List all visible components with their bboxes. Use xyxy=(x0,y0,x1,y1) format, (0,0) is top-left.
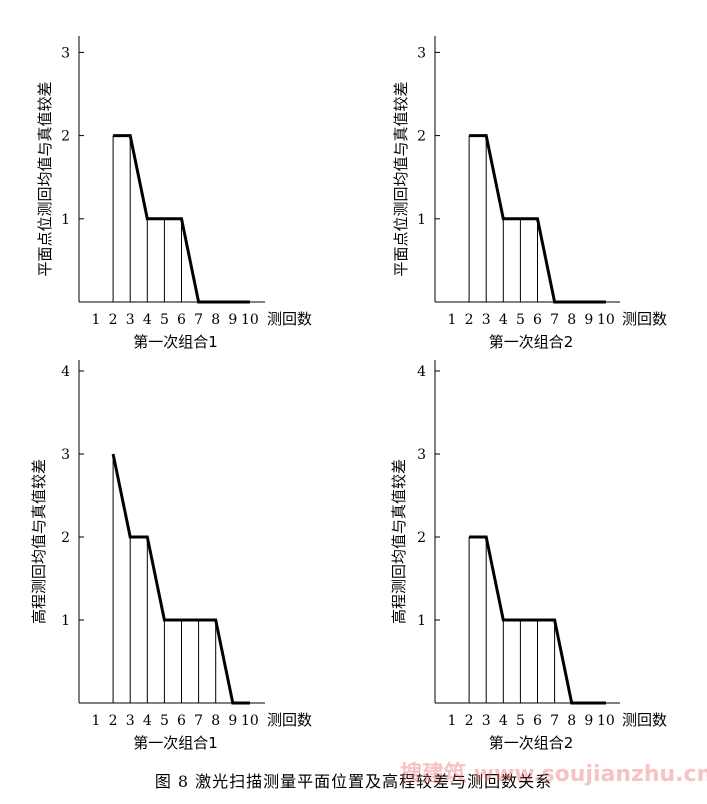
x-tick-label: 10 xyxy=(597,713,615,729)
x-axis-label: 测回数 xyxy=(267,711,312,729)
x-tick-label: 7 xyxy=(550,312,559,328)
x-axis-label: 测回数 xyxy=(267,310,312,328)
y-tick-label: 3 xyxy=(417,45,426,61)
x-tick-label: 2 xyxy=(465,713,474,729)
y-axis-label: 高程测回均值与真值较差 xyxy=(390,459,408,624)
chart-subtitle: 第一次组合1 xyxy=(133,734,218,752)
y-tick-label: 3 xyxy=(417,447,426,463)
y-tick-label: 1 xyxy=(417,613,426,629)
x-tick-label: 9 xyxy=(584,713,593,729)
chart-subtitle: 第一次组合2 xyxy=(489,333,574,351)
watermark: 搜建筑 www.soujianzhu.cn xyxy=(400,762,707,787)
x-tick-label: 6 xyxy=(177,713,186,729)
x-tick-label: 7 xyxy=(550,713,559,729)
x-tick-label: 6 xyxy=(177,312,186,328)
y-tick-label: 1 xyxy=(61,613,70,629)
x-tick-label: 4 xyxy=(143,713,152,729)
x-axis-label: 测回数 xyxy=(622,310,667,328)
x-tick-label: 8 xyxy=(567,713,576,729)
x-tick-label: 1 xyxy=(92,713,101,729)
x-tick-label: 7 xyxy=(194,312,203,328)
y-tick-label: 2 xyxy=(61,129,70,145)
x-tick-label: 10 xyxy=(597,312,615,328)
chart-subtitle: 第一次组合1 xyxy=(133,333,218,351)
series-line xyxy=(469,535,606,705)
series-line xyxy=(113,134,250,304)
x-tick-label: 2 xyxy=(109,312,118,328)
y-tick-label: 3 xyxy=(61,447,70,463)
y-tick-label: 2 xyxy=(417,129,426,145)
y-tick-label: 2 xyxy=(61,530,70,546)
x-tick-label: 8 xyxy=(567,312,576,328)
x-axis-label: 测回数 xyxy=(622,711,667,729)
x-tick-label: 1 xyxy=(448,713,457,729)
x-tick-label: 5 xyxy=(160,312,169,328)
x-tick-label: 5 xyxy=(516,713,525,729)
y-axis-label: 平面点位测回均值与真值较差 xyxy=(36,81,54,276)
x-tick-label: 5 xyxy=(160,713,169,729)
x-tick-label: 4 xyxy=(499,312,508,328)
x-tick-label: 3 xyxy=(482,312,491,328)
y-tick-label: 1 xyxy=(417,212,426,228)
y-tick-label: 4 xyxy=(417,364,426,380)
x-tick-label: 8 xyxy=(211,713,220,729)
y-axis-label: 平面点位测回均值与真值较差 xyxy=(392,81,410,276)
figure-caption: 图 8 激光扫描测量平面位置及高程较差与测回数关系 xyxy=(154,772,553,791)
x-tick-label: 1 xyxy=(92,312,101,328)
y-tick-label: 1 xyxy=(61,212,70,228)
y-axis-label: 高程测回均值与真值较差 xyxy=(30,459,48,624)
y-tick-label: 2 xyxy=(417,530,426,546)
x-tick-label: 4 xyxy=(143,312,152,328)
x-tick-label: 10 xyxy=(241,312,259,328)
x-tick-label: 1 xyxy=(448,312,457,328)
x-tick-label: 9 xyxy=(228,312,237,328)
x-tick-label: 6 xyxy=(533,312,542,328)
x-tick-label: 5 xyxy=(516,312,525,328)
x-tick-label: 2 xyxy=(109,713,118,729)
x-tick-label: 4 xyxy=(499,713,508,729)
x-tick-label: 3 xyxy=(482,713,491,729)
x-tick-label: 3 xyxy=(126,312,135,328)
x-tick-label: 7 xyxy=(194,713,203,729)
x-tick-label: 9 xyxy=(228,713,237,729)
x-tick-label: 10 xyxy=(241,713,259,729)
y-tick-label: 3 xyxy=(61,45,70,61)
x-tick-label: 2 xyxy=(465,312,474,328)
series-line xyxy=(111,453,250,705)
chart-subtitle: 第一次组合2 xyxy=(489,734,574,752)
x-tick-label: 9 xyxy=(584,312,593,328)
x-tick-label: 6 xyxy=(533,713,542,729)
x-tick-label: 3 xyxy=(126,713,135,729)
series-line xyxy=(469,134,606,304)
y-tick-label: 4 xyxy=(61,364,70,380)
x-tick-label: 8 xyxy=(211,312,220,328)
